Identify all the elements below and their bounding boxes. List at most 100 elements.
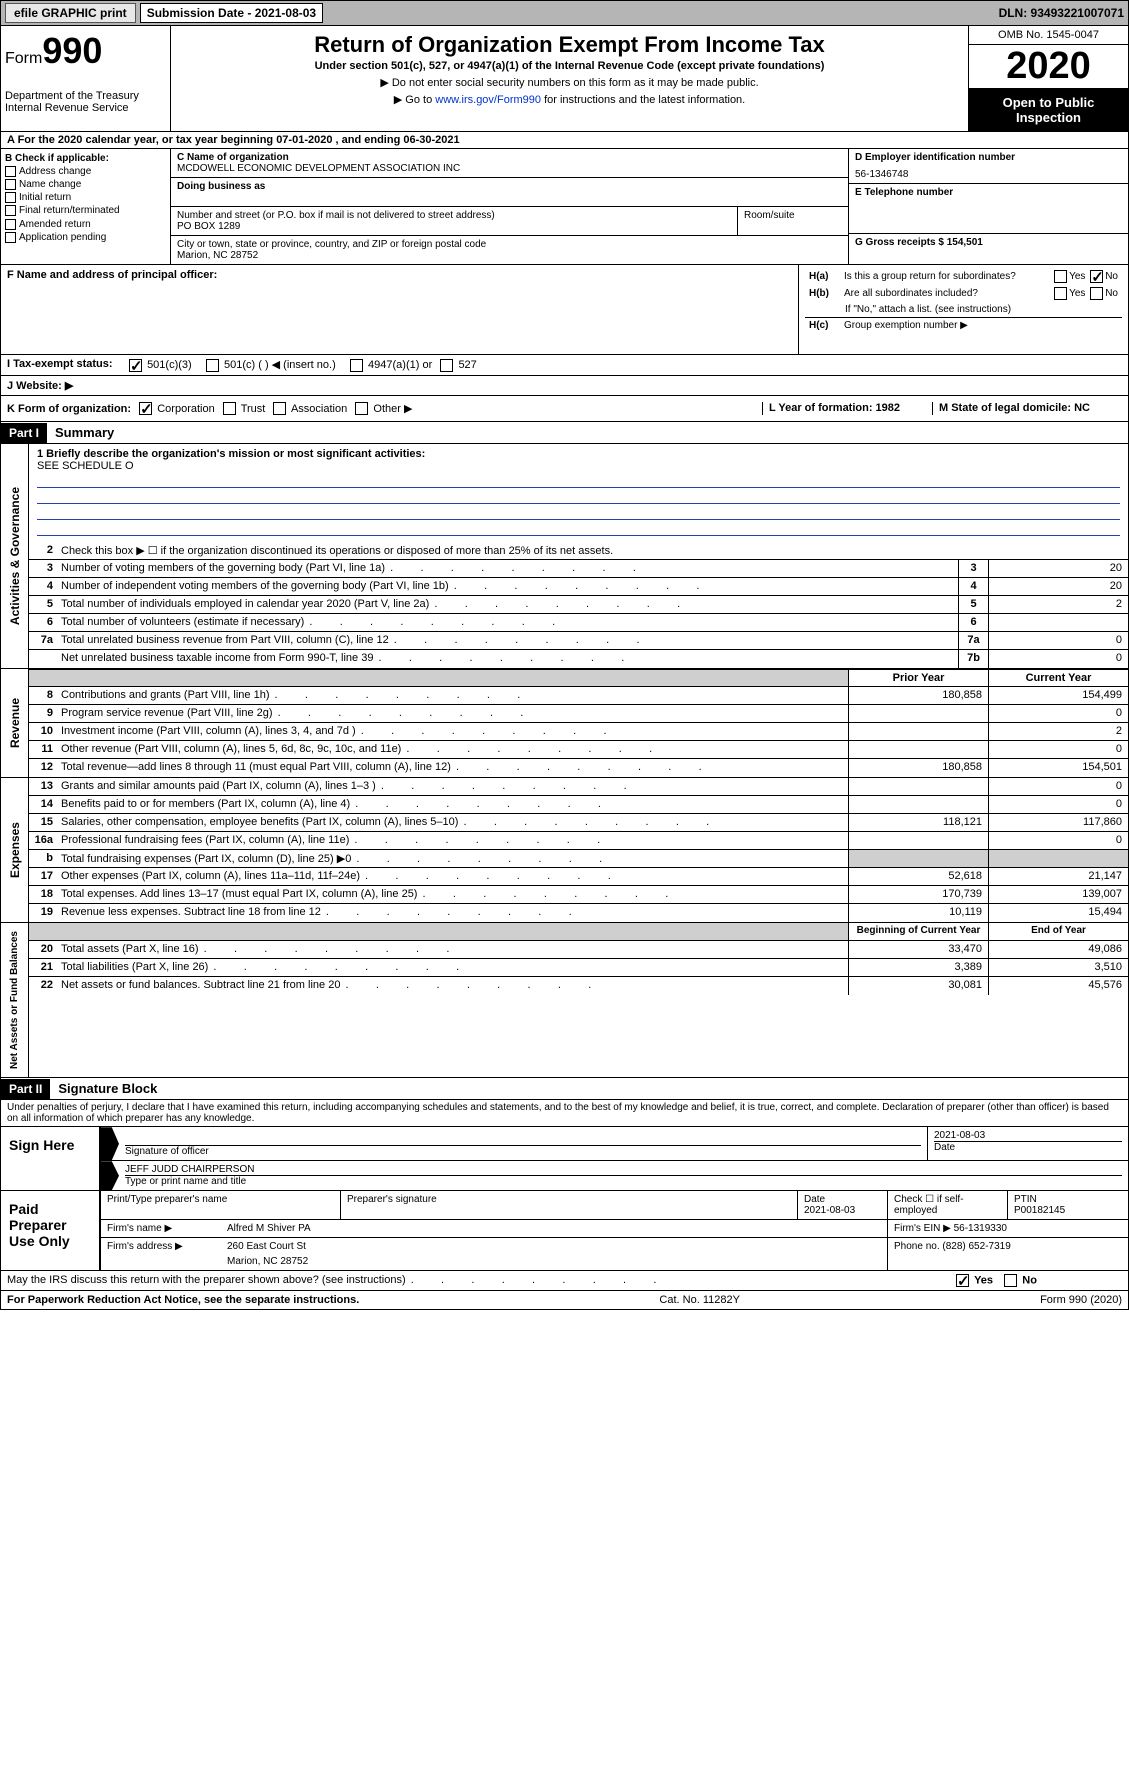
- prior-year-hdr: Prior Year: [848, 670, 988, 686]
- opt-name-change: Name change: [19, 179, 81, 190]
- opt-other: Other ▶: [373, 403, 412, 415]
- dln: DLN: 93493221007071: [999, 6, 1124, 20]
- chk-corp[interactable]: [139, 402, 152, 415]
- table-row: 6Total number of volunteers (estimate if…: [29, 614, 1128, 632]
- opt-corp: Corporation: [157, 403, 214, 415]
- ha-label: H(a): [809, 271, 844, 282]
- tel-label: E Telephone number: [855, 187, 1122, 198]
- discuss-no[interactable]: [1004, 1274, 1017, 1287]
- k-label: K Form of organization:: [7, 403, 131, 415]
- section-d: D Employer identification number 56-1346…: [848, 149, 1128, 264]
- ha-yes[interactable]: [1054, 270, 1067, 283]
- ein-label: D Employer identification number: [855, 152, 1122, 163]
- gross-receipts: G Gross receipts $ 154,501: [855, 237, 1122, 248]
- checkbox-amended[interactable]: [5, 219, 16, 230]
- hb-no[interactable]: [1090, 287, 1103, 300]
- table-row: 2Check this box ▶ ☐ if the organization …: [29, 542, 1128, 560]
- governance-section: Activities & Governance 1 Briefly descri…: [0, 444, 1129, 669]
- ha-no[interactable]: [1090, 270, 1103, 283]
- opt-501c3: 501(c)(3): [147, 359, 192, 371]
- hb-yes[interactable]: [1054, 287, 1067, 300]
- table-row: Net unrelated business taxable income fr…: [29, 650, 1128, 668]
- section-b: B Check if applicable: Address change Na…: [1, 149, 171, 264]
- part2-badge: Part II: [1, 1079, 50, 1099]
- sig-date: 2021-08-03: [934, 1130, 1122, 1142]
- chk-527[interactable]: [440, 359, 453, 372]
- city-value: Marion, NC 28752: [177, 250, 842, 261]
- mission-label: 1 Briefly describe the organization's mi…: [37, 448, 1120, 460]
- checkbox-final[interactable]: [5, 205, 16, 216]
- chk-501c3[interactable]: [129, 359, 142, 372]
- chk-4947[interactable]: [350, 359, 363, 372]
- firm-addr-label: Firm's address ▶: [101, 1238, 221, 1270]
- tax-year: 2020: [969, 45, 1128, 89]
- part2-header: Part II Signature Block: [0, 1078, 1129, 1100]
- tax-exempt-label: I Tax-exempt status:: [1, 355, 121, 375]
- footer-mid: Cat. No. 11282Y: [659, 1294, 740, 1306]
- part1-header: Part I Summary: [0, 422, 1129, 444]
- chk-other[interactable]: [355, 402, 368, 415]
- addr-label: Number and street (or P.O. box if mail i…: [177, 210, 731, 221]
- opt-assoc: Association: [291, 403, 347, 415]
- opt-final: Final return/terminated: [19, 206, 120, 217]
- row-i: I Tax-exempt status: 501(c)(3) 501(c) ( …: [0, 355, 1129, 376]
- opt-address-change: Address change: [19, 166, 91, 177]
- chk-assoc[interactable]: [273, 402, 286, 415]
- opt-501c: 501(c) ( ) ◀ (insert no.): [224, 359, 336, 371]
- firm-addr: 260 East Court St: [227, 1241, 881, 1252]
- irs-link[interactable]: www.irs.gov/Form990: [435, 94, 541, 106]
- table-row: 16aProfessional fundraising fees (Part I…: [29, 832, 1128, 850]
- table-row: 11Other revenue (Part VIII, column (A), …: [29, 741, 1128, 759]
- table-row: 14Benefits paid to or for members (Part …: [29, 796, 1128, 814]
- officer-name: JEFF JUDD CHAIRPERSON: [125, 1164, 1122, 1176]
- form-number: Form990: [5, 30, 166, 72]
- officer-name-label: Type or print name and title: [125, 1176, 1122, 1187]
- table-row: 17Other expenses (Part IX, column (A), l…: [29, 868, 1128, 886]
- opt-527: 527: [458, 359, 476, 371]
- part2-title: Signature Block: [50, 1078, 165, 1099]
- sign-here-label: Sign Here: [1, 1127, 101, 1190]
- table-row: 7aTotal unrelated business revenue from …: [29, 632, 1128, 650]
- netassets-section: Net Assets or Fund Balances Beginning of…: [0, 923, 1129, 1078]
- no-label2: No: [1105, 288, 1118, 299]
- end-year-hdr: End of Year: [988, 923, 1128, 940]
- self-employed: Check ☐ if self-employed: [888, 1191, 1008, 1219]
- prep-date-val: 2021-08-03: [804, 1205, 881, 1216]
- mission-text: SEE SCHEDULE O: [37, 460, 1120, 472]
- discuss-row: May the IRS discuss this return with the…: [0, 1271, 1129, 1291]
- checkbox-pending[interactable]: [5, 232, 16, 243]
- section-h: H(a)Is this a group return for subordina…: [798, 265, 1128, 354]
- arrow-icon: [101, 1161, 119, 1190]
- table-row: 20Total assets (Part X, line 16)33,47049…: [29, 941, 1128, 959]
- table-row: 15Salaries, other compensation, employee…: [29, 814, 1128, 832]
- discuss-yes[interactable]: [956, 1274, 969, 1287]
- part1-title: Summary: [47, 422, 122, 443]
- note-link: ▶ Go to www.irs.gov/Form990 for instruct…: [181, 93, 958, 106]
- topbar: efile GRAPHIC print Submission Date - 20…: [0, 0, 1129, 26]
- governance-label: Activities & Governance: [6, 479, 24, 633]
- discuss-no-label: No: [1022, 1275, 1037, 1287]
- table-row: 5Total number of individuals employed in…: [29, 596, 1128, 614]
- paid-preparer-label: Paid Preparer Use Only: [1, 1191, 101, 1270]
- submission-date: Submission Date - 2021-08-03: [140, 3, 323, 23]
- chk-501c[interactable]: [206, 359, 219, 372]
- efile-button[interactable]: efile GRAPHIC print: [5, 3, 136, 23]
- sig-officer-label: Signature of officer: [125, 1146, 921, 1157]
- open-to-public: Open to Public Inspection: [969, 89, 1128, 131]
- expenses-label: Expenses: [6, 814, 24, 886]
- checkbox-name-change[interactable]: [5, 179, 16, 190]
- row-f-h: F Name and address of principal officer:…: [0, 265, 1129, 355]
- note-ssn: ▶ Do not enter social security numbers o…: [181, 76, 958, 89]
- hb-label: H(b): [809, 288, 844, 299]
- org-name: MCDOWELL ECONOMIC DEVELOPMENT ASSOCIATIO…: [177, 163, 842, 174]
- ptin-val: P00182145: [1014, 1205, 1122, 1216]
- checkbox-address-change[interactable]: [5, 166, 16, 177]
- section-c: C Name of organization MCDOWELL ECONOMIC…: [171, 149, 848, 264]
- chk-trust[interactable]: [223, 402, 236, 415]
- checkbox-initial[interactable]: [5, 192, 16, 203]
- firm-ein: Firm's EIN ▶ 56-1319330: [888, 1220, 1128, 1237]
- table-row: 4Number of independent voting members of…: [29, 578, 1128, 596]
- table-row: 13Grants and similar amounts paid (Part …: [29, 778, 1128, 796]
- row-j: J Website: ▶: [0, 376, 1129, 396]
- addr-value: PO BOX 1289: [177, 221, 731, 232]
